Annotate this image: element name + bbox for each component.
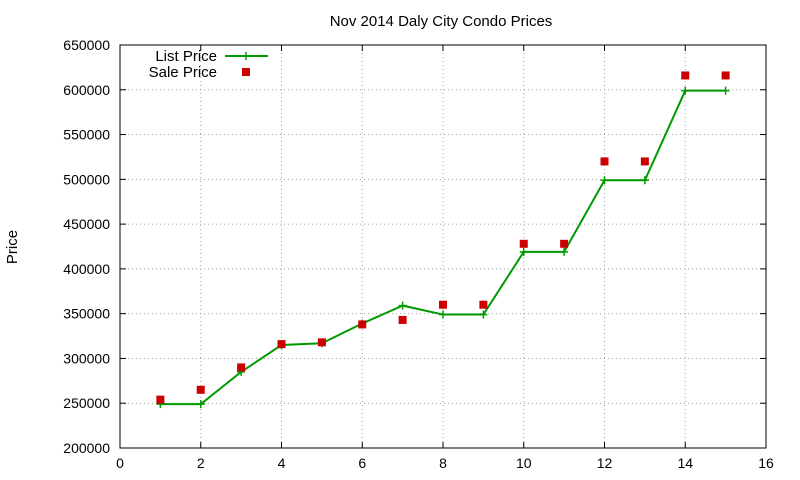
x-tick-label: 16: [758, 455, 774, 471]
x-tick-label: 6: [358, 455, 366, 471]
list-price-point: [479, 310, 488, 319]
legend-label-list-price: List Price: [155, 48, 217, 65]
y-tick-label: 250000: [63, 395, 110, 411]
sale-price-point: [277, 340, 286, 349]
sale-price-point: [237, 363, 246, 372]
x-tick-label: 12: [597, 455, 613, 471]
list-price-point: [196, 400, 205, 409]
y-tick-label: 500000: [63, 171, 110, 187]
sale-price-point: [600, 157, 609, 166]
legend-swatch-list-price: [225, 52, 268, 60]
y-tick-label: 650000: [63, 37, 110, 53]
list-price-point: [721, 86, 730, 95]
x-tick-label: 2: [197, 455, 205, 471]
legend: List Price Sale Price: [149, 48, 268, 81]
x-tick-label: 10: [516, 455, 532, 471]
list-price-point: [519, 247, 528, 256]
sale-price-point: [398, 315, 407, 324]
y-axis-label: Price: [4, 230, 21, 264]
x-tick-label: 0: [116, 455, 124, 471]
list-price-point: [681, 86, 690, 95]
sale-price-point: [196, 385, 205, 394]
list-price-point: [560, 247, 569, 256]
sale-price-point: [721, 71, 730, 80]
y-tick-label: 550000: [63, 127, 110, 143]
y-tick-label: 350000: [63, 306, 110, 322]
list-price-point: [398, 301, 407, 310]
y-tick-label: 300000: [63, 350, 110, 366]
list-price-point: [640, 176, 649, 185]
legend-label-sale-price: Sale Price: [149, 64, 217, 81]
x-tick-label: 8: [439, 455, 447, 471]
sale-price-point: [640, 157, 649, 166]
series-layer: [156, 71, 730, 409]
axis-ticks: 0 2 4 6 8 10 12 14 16 200000 250000 300000 350000 400…: [63, 37, 774, 471]
list-price-point: [439, 310, 447, 319]
legend-swatch-sale-price: [242, 68, 250, 76]
y-tick-label: 600000: [63, 82, 110, 98]
y-tick-label: 200000: [63, 440, 110, 456]
sale-price-point: [439, 300, 447, 309]
y-tick-label: 450000: [63, 216, 110, 232]
x-tick-label: 14: [677, 455, 693, 471]
sale-price-point: [358, 320, 367, 329]
x-tick-label: 4: [278, 455, 286, 471]
sale-price-point: [560, 239, 569, 248]
sale-price-point: [317, 338, 326, 347]
grid: [120, 45, 766, 448]
chart-title: Nov 2014 Daly City Condo Prices: [330, 13, 553, 30]
list-price-point: [600, 176, 609, 185]
sale-price-point: [681, 71, 690, 80]
sale-price-point: [479, 300, 488, 309]
sale-price-point: [519, 239, 528, 248]
sale-price-point: [156, 395, 165, 404]
y-tick-label: 400000: [63, 261, 110, 277]
